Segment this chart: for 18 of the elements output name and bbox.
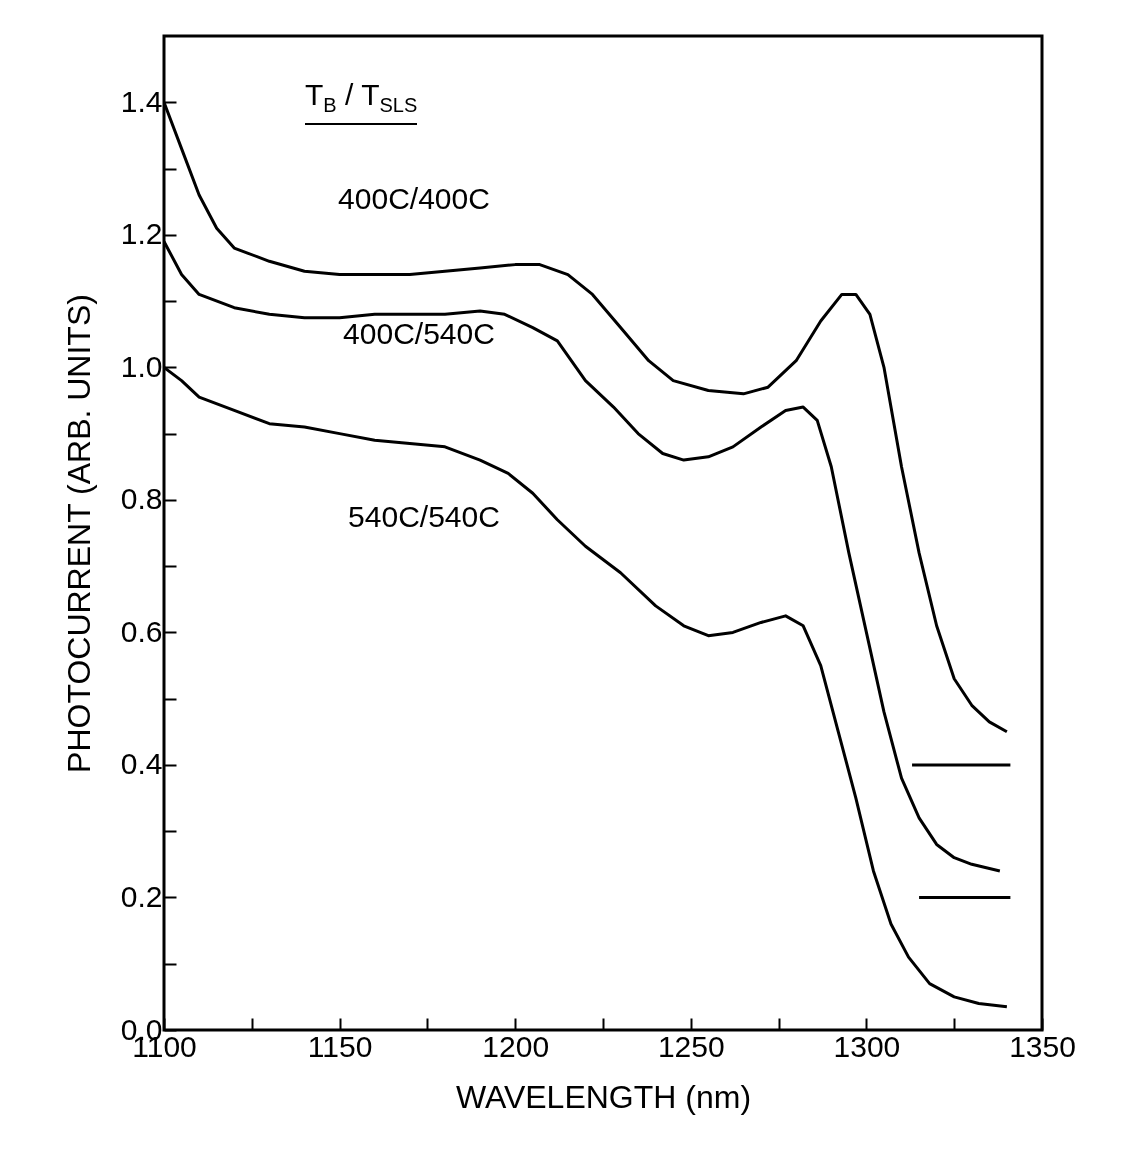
y-tick-label: 1.2 — [120, 217, 163, 251]
series-label: 400C/400C — [338, 182, 490, 215]
annotation: T$_{B}$ / T$_{SLS}$ — [305, 78, 418, 125]
y-tick-label: 0.6 — [120, 614, 163, 648]
series-label: 540C/540C — [348, 500, 500, 533]
x-tick-label: 1150 — [307, 1029, 373, 1063]
x-tick-label: 1250 — [657, 1029, 725, 1063]
y-tick-label: 1.4 — [120, 84, 163, 118]
y-axis-title: PHOTOCURRENT (ARB. UNITS) — [60, 294, 97, 773]
y-tick-label: 0.8 — [120, 482, 163, 516]
series-label: 400C/540C — [343, 317, 495, 350]
y-tick-label: 1.0 — [120, 349, 163, 383]
y-tick-label: 0.4 — [120, 747, 163, 781]
x-axis-title: WAVELENGTH (nm) — [455, 1078, 752, 1115]
x-tick-label: 1200 — [482, 1029, 550, 1063]
x-tick-label: 1300 — [833, 1029, 901, 1063]
x-tick-label: 1350 — [1009, 1029, 1076, 1063]
y-tick-label: 0.2 — [120, 879, 163, 913]
